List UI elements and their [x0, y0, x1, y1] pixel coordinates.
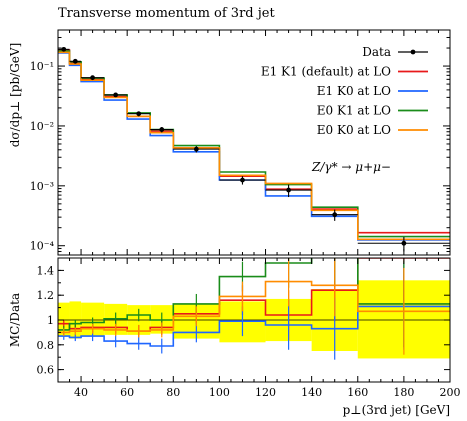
- ratio-y-tick-label: 1.2: [37, 289, 55, 302]
- x-tick-label: 40: [74, 386, 88, 399]
- legend-label-1: E1 K0 at LO: [317, 84, 391, 98]
- legend-label-0: E1 K1 (default) at LO: [261, 65, 391, 79]
- x-tick-label: 140: [301, 386, 322, 399]
- main-panel: 10⁻¹ 10⁻² 10⁻³ 10⁻⁴: [30, 29, 451, 256]
- data-point: [401, 240, 407, 246]
- process-label: Z/γ* → μ+μ−: [311, 160, 391, 174]
- data-uncertainty-band: [58, 302, 70, 337]
- x-tick-label: 120: [255, 386, 276, 399]
- ratio-y-axis-label: MC/Data: [8, 293, 22, 347]
- main-y-tick-label: 10⁻²: [30, 120, 54, 133]
- x-tick-label: 160: [347, 386, 368, 399]
- x-tick-label: 80: [166, 386, 180, 399]
- x-tick-label: 100: [209, 386, 230, 399]
- main-plot-area: [58, 46, 450, 252]
- x-tick-label: 180: [393, 386, 414, 399]
- data-point: [90, 75, 95, 81]
- data-point: [240, 177, 245, 183]
- ratio-y-tick-label: 0.8: [37, 339, 55, 352]
- ratio-y-tick-label: 0.6: [37, 364, 55, 377]
- data-point: [113, 92, 119, 98]
- legend-label-3: E0 K0 at LO: [317, 123, 391, 137]
- main-series-line-1: [58, 52, 450, 241]
- x-axis-label: p⊥(3rd jet) [GeV]: [343, 403, 450, 417]
- main-y-axis-label: dσ/dp⊥ [pb/GeV]: [8, 43, 22, 148]
- main-series-line-3: [58, 51, 450, 241]
- data-point: [193, 146, 199, 152]
- data-point: [61, 46, 67, 52]
- data-point: [72, 58, 78, 64]
- data-point: [159, 127, 165, 132]
- main-y-tick-label: 10⁻¹: [30, 60, 54, 73]
- data-point: [136, 111, 142, 117]
- ratio-y-tick-label: 1.4: [37, 264, 55, 277]
- ratio-series-3: [58, 258, 450, 355]
- legend-marker-data: [410, 49, 416, 55]
- data-point: [332, 212, 338, 218]
- main-y-tick-label: 10⁻³: [30, 180, 54, 193]
- x-tick-label: 60: [120, 386, 134, 399]
- ratio-plot-area: [58, 258, 450, 360]
- data-point: [286, 187, 291, 193]
- legend-label-2: E0 K1 at LO: [317, 104, 391, 118]
- main-frame: [57, 29, 451, 256]
- main-series-line-2: [58, 50, 450, 238]
- main-series-line-0: [58, 49, 450, 234]
- legend: Data E1 K1 (default) at LO E1 K0 at LO E0 K…: [261, 45, 428, 137]
- ratio-panel: 0.6 0.8 1 1.2 1.4 40 60 80 100 120 140 160 180 200: [37, 257, 461, 399]
- data-points: [58, 46, 450, 252]
- legend-label-data: Data: [362, 45, 391, 59]
- x-tick-label: 200: [440, 386, 461, 399]
- chart-title: Transverse momentum of 3rd jet: [58, 6, 275, 21]
- main-y-tick-label: 10⁻⁴: [30, 240, 55, 253]
- ratio-y-tick-label: 1: [47, 314, 54, 327]
